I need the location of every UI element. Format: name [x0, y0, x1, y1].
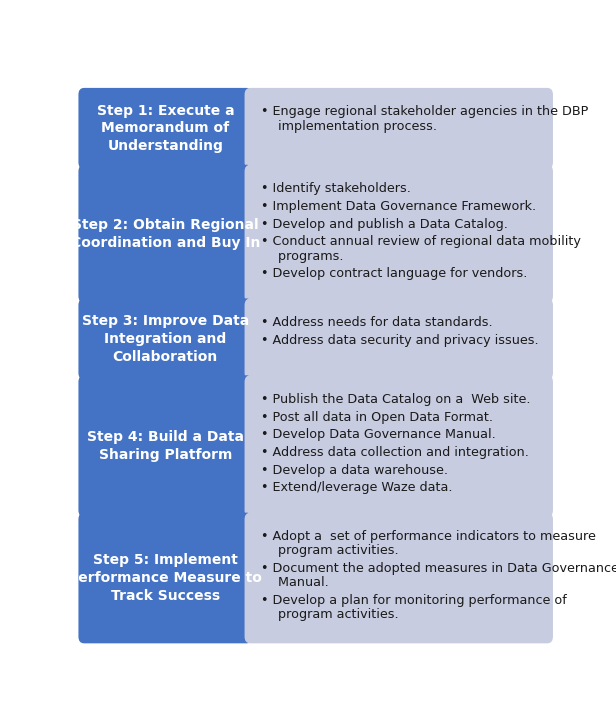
- FancyBboxPatch shape: [245, 513, 553, 644]
- Text: • Develop and publish a Data Catalog.: • Develop and publish a Data Catalog.: [261, 218, 508, 231]
- Text: Step 4: Build a Data
Sharing Platform: Step 4: Build a Data Sharing Platform: [87, 430, 244, 462]
- Text: • Develop contract language for vendors.: • Develop contract language for vendors.: [261, 267, 527, 280]
- Text: • Post all data in Open Data Format.: • Post all data in Open Data Format.: [261, 411, 493, 424]
- FancyBboxPatch shape: [78, 513, 252, 644]
- FancyBboxPatch shape: [245, 165, 553, 303]
- FancyBboxPatch shape: [78, 165, 252, 303]
- FancyBboxPatch shape: [245, 375, 553, 517]
- FancyBboxPatch shape: [78, 88, 252, 169]
- Text: Step 2: Obtain Regional
Coordination and Buy In: Step 2: Obtain Regional Coordination and…: [71, 218, 260, 250]
- FancyBboxPatch shape: [78, 298, 252, 379]
- Text: • Address data security and privacy issues.: • Address data security and privacy issu…: [261, 334, 538, 347]
- Text: program activities.: program activities.: [270, 544, 399, 557]
- Text: Step 3: Improve Data
Integration and
Collaboration: Step 3: Improve Data Integration and Col…: [82, 314, 249, 364]
- Text: • Develop a data warehouse.: • Develop a data warehouse.: [261, 464, 448, 477]
- Text: • Develop Data Governance Manual.: • Develop Data Governance Manual.: [261, 429, 495, 442]
- Text: • Adopt a  set of performance indicators to measure: • Adopt a set of performance indicators …: [261, 530, 596, 543]
- FancyBboxPatch shape: [245, 298, 553, 379]
- Text: program activities.: program activities.: [270, 608, 399, 621]
- Text: Step 5: Implement
Performance Measure to
Track Success: Step 5: Implement Performance Measure to…: [68, 553, 262, 603]
- Text: Step 1: Execute a
Memorandum of
Understanding: Step 1: Execute a Memorandum of Understa…: [97, 104, 234, 153]
- Text: Manual.: Manual.: [270, 576, 329, 589]
- Text: programs.: programs.: [270, 250, 344, 263]
- Text: • Publish the Data Catalog on a  Web site.: • Publish the Data Catalog on a Web site…: [261, 393, 530, 406]
- Text: • Implement Data Governance Framework.: • Implement Data Governance Framework.: [261, 200, 536, 213]
- Text: • Conduct annual review of regional data mobility: • Conduct annual review of regional data…: [261, 235, 581, 248]
- Text: • Identify stakeholders.: • Identify stakeholders.: [261, 182, 411, 195]
- Text: • Address needs for data standards.: • Address needs for data standards.: [261, 316, 492, 329]
- FancyBboxPatch shape: [78, 375, 252, 517]
- Text: • Develop a plan for monitoring performance of: • Develop a plan for monitoring performa…: [261, 594, 567, 607]
- Text: • Document the adopted measures in Data Governance: • Document the adopted measures in Data …: [261, 562, 616, 575]
- Text: • Address data collection and integration.: • Address data collection and integratio…: [261, 446, 529, 459]
- Text: • Extend/leverage Waze data.: • Extend/leverage Waze data.: [261, 481, 452, 494]
- FancyBboxPatch shape: [245, 88, 553, 169]
- Text: • Engage regional stakeholder agencies in the DBP: • Engage regional stakeholder agencies i…: [261, 106, 588, 119]
- Text: implementation process.: implementation process.: [270, 119, 437, 132]
